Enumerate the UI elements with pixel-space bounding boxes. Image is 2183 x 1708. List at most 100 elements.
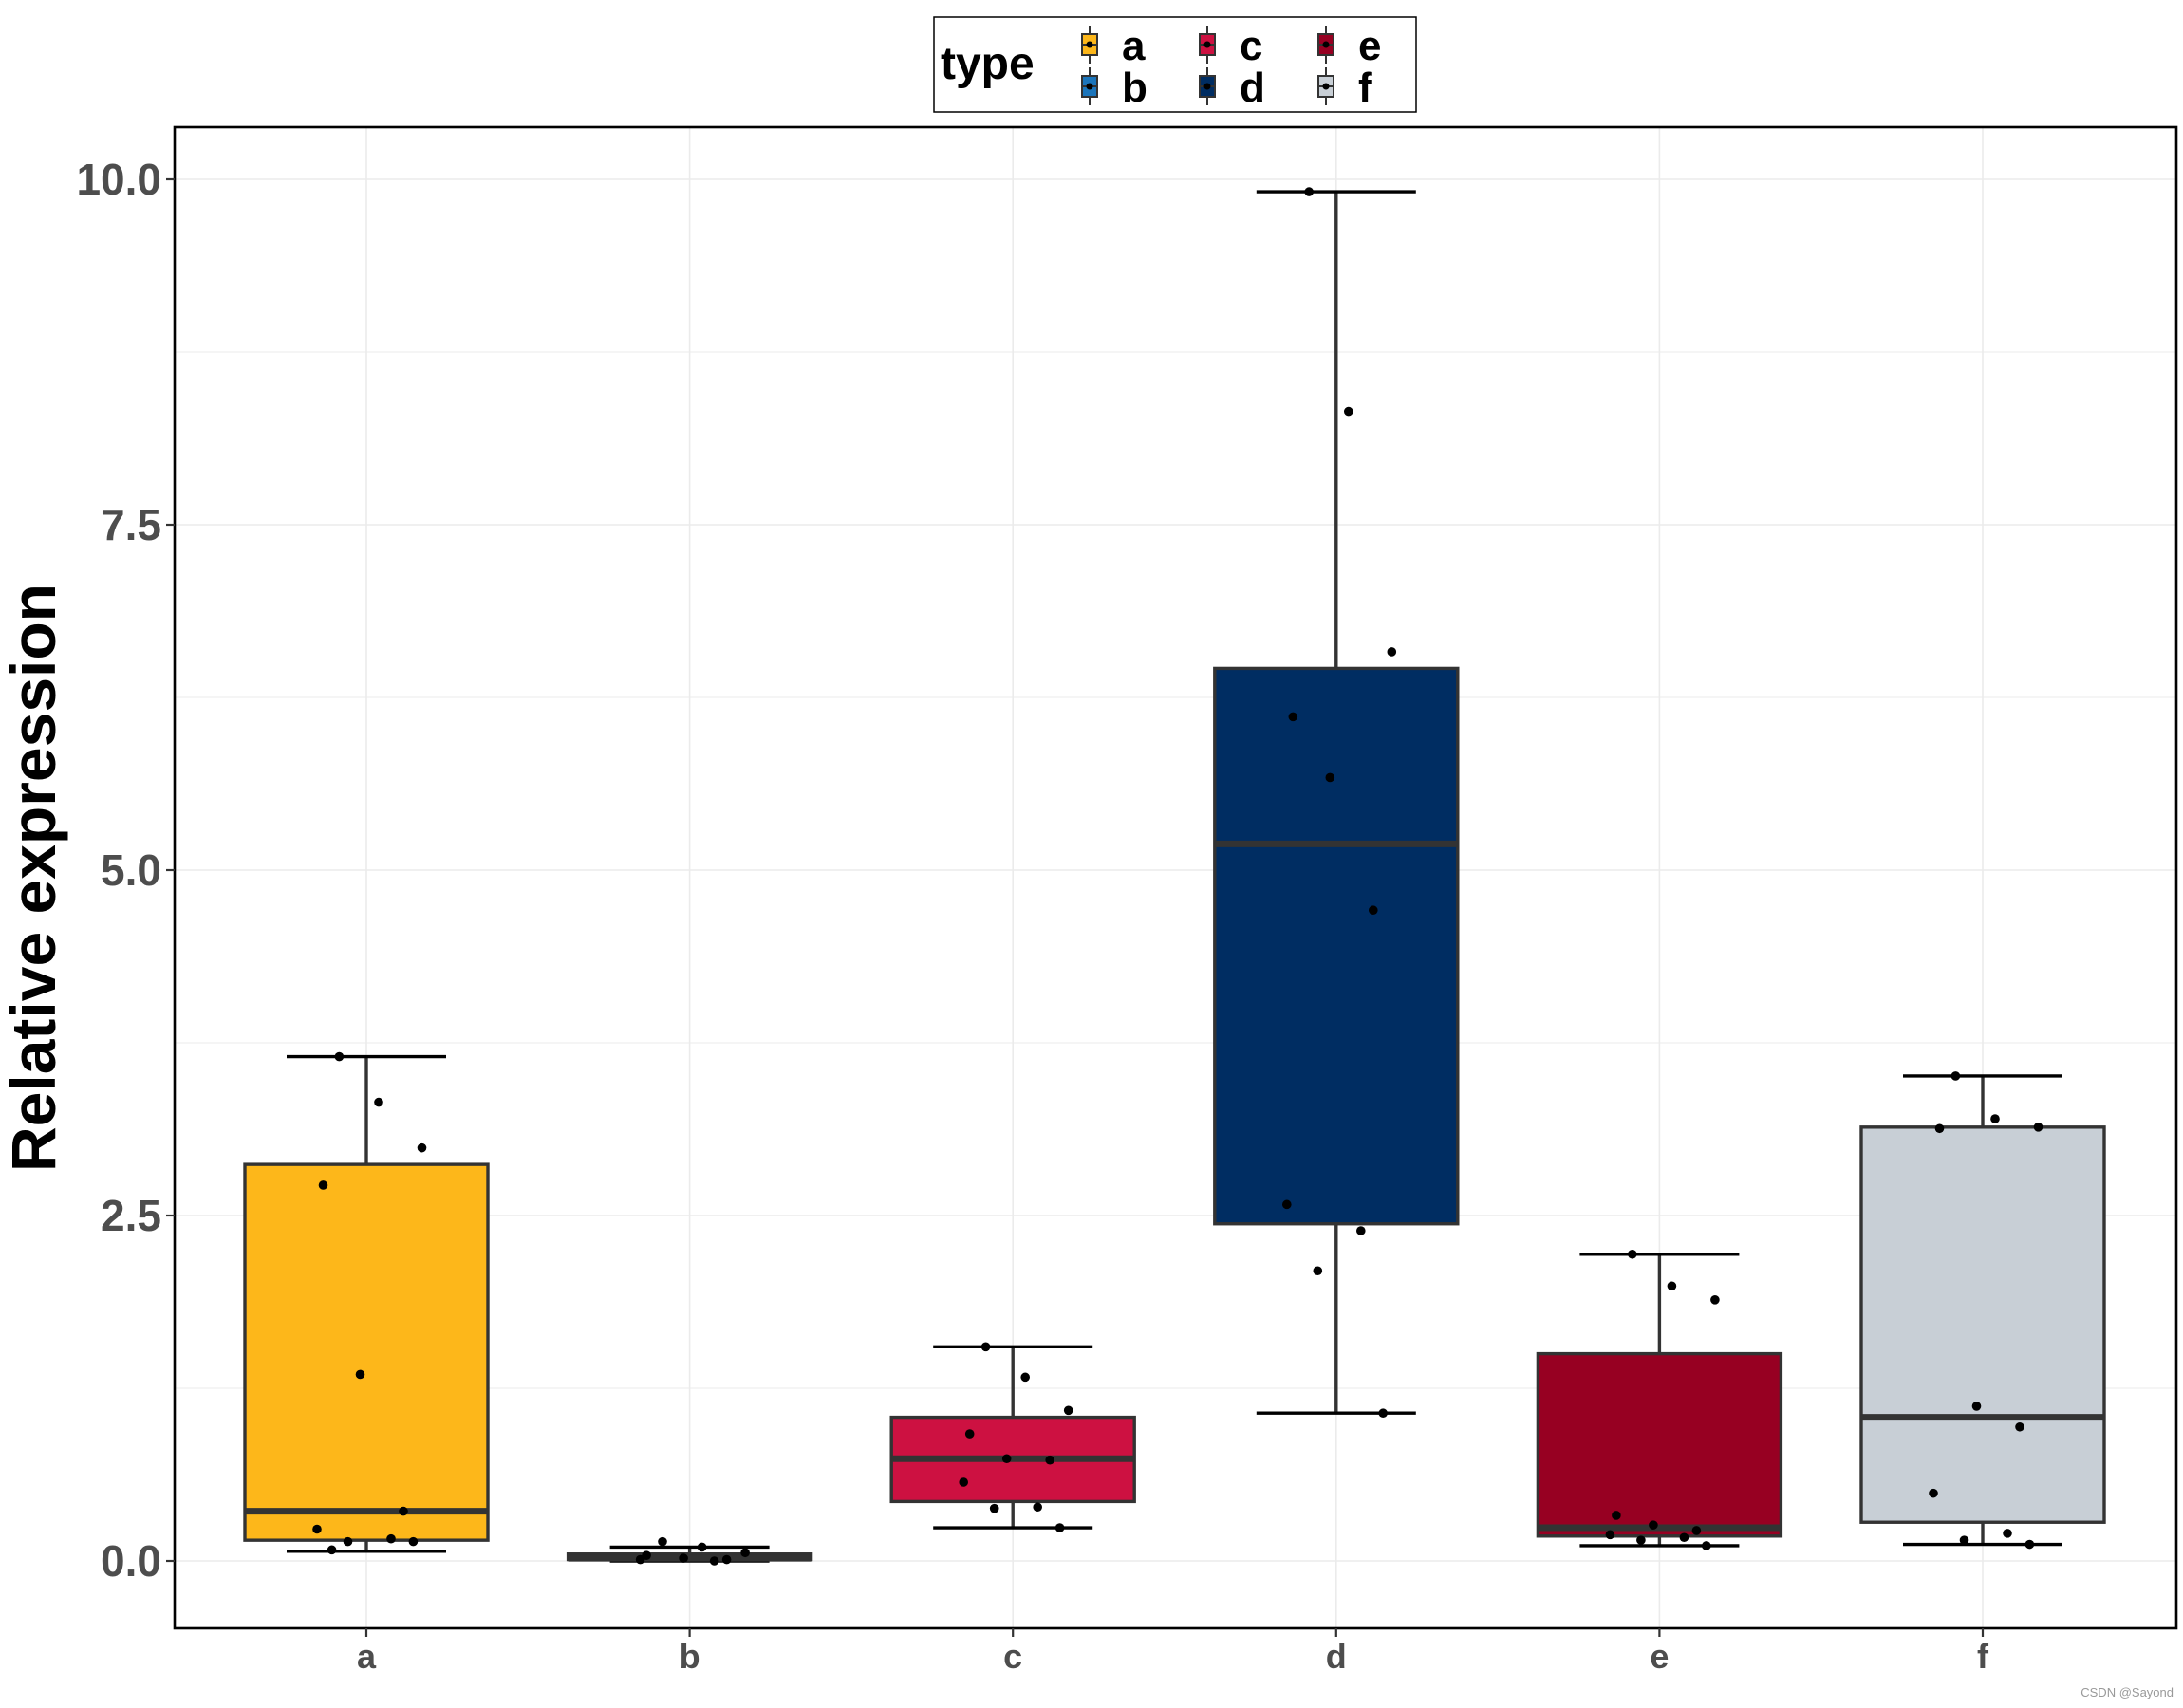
data-point <box>408 1536 419 1547</box>
data-point <box>1667 1281 1677 1291</box>
data-point <box>1282 1199 1292 1210</box>
legend-keys: ab cd ef <box>1081 23 1381 111</box>
data-point <box>343 1536 353 1547</box>
legend-label: d <box>1240 65 1265 111</box>
data-point <box>1325 772 1335 783</box>
data-point <box>1679 1532 1689 1543</box>
legend-label: a <box>1122 23 1146 69</box>
data-point <box>964 1429 975 1439</box>
data-point <box>1054 1523 1065 1532</box>
x-tick-label: b <box>680 1637 700 1676</box>
data-point <box>1959 1535 1969 1545</box>
box-body <box>243 1162 490 1542</box>
data-point <box>1356 1226 1366 1235</box>
data-point <box>1628 1249 1637 1259</box>
legend-label: c <box>1240 23 1262 69</box>
box-body <box>1859 1125 2106 1524</box>
box-e <box>1536 1253 1783 1548</box>
box-f <box>1859 1074 2106 1547</box>
data-point <box>1033 1502 1042 1513</box>
legend-label: e <box>1358 23 1381 69</box>
data-point <box>635 1554 645 1565</box>
plot-panel-border <box>173 125 2178 1630</box>
box-c <box>889 1345 1136 1530</box>
data-points <box>312 187 2043 1566</box>
box-b <box>566 1545 813 1563</box>
legend-key-point <box>1086 83 1093 90</box>
data-point <box>989 1503 999 1513</box>
data-point <box>1929 1488 1938 1498</box>
legend-key-b: b <box>1081 65 1147 111</box>
legend-key-a: a <box>1081 23 1146 69</box>
legend-key-point <box>1203 41 1211 48</box>
box-body <box>1536 1351 1783 1538</box>
data-point <box>1691 1526 1702 1535</box>
data-point <box>1344 406 1353 417</box>
data-point <box>1950 1071 1961 1081</box>
legend-label: b <box>1122 65 1147 111</box>
data-point <box>1990 1114 2000 1123</box>
data-point <box>386 1533 396 1544</box>
data-point <box>1304 187 1314 196</box>
data-point <box>1971 1402 1982 1411</box>
legend-key-point <box>1203 83 1211 90</box>
y-tick-label: 10.0 <box>76 155 161 204</box>
legend-key-point <box>1322 83 1330 90</box>
data-point <box>721 1554 732 1565</box>
data-point <box>1020 1372 1030 1383</box>
data-point <box>334 1051 345 1062</box>
legend-key-e: e <box>1317 23 1381 69</box>
data-point <box>1636 1535 1646 1545</box>
box-d <box>1213 190 1460 1415</box>
x-axis-ticks: a b c d e f <box>357 1628 1989 1676</box>
data-point <box>318 1180 328 1190</box>
data-point <box>1702 1541 1711 1550</box>
data-point <box>2033 1123 2043 1132</box>
data-point <box>355 1369 365 1380</box>
legend: type ab cd ef <box>933 16 1417 113</box>
legend-key-point <box>1086 41 1093 48</box>
data-point <box>1710 1295 1720 1305</box>
data-point <box>2024 1539 2035 1550</box>
data-point <box>1045 1455 1054 1465</box>
legend-box <box>933 16 1417 113</box>
box-body <box>1213 666 1460 1226</box>
data-point <box>740 1548 750 1558</box>
y-tick-label: 7.5 <box>101 500 161 549</box>
legend-title: type <box>941 39 1035 89</box>
data-point <box>2003 1529 2012 1538</box>
box-a <box>243 1054 490 1553</box>
watermark-text: CSDN @Sayond <box>2080 1685 2174 1699</box>
y-axis-title: Relative expression <box>0 584 68 1172</box>
x-tick-label: e <box>1650 1637 1669 1676</box>
x-tick-label: c <box>1003 1637 1022 1676</box>
legend-key-point <box>1322 41 1330 48</box>
data-point <box>697 1542 707 1552</box>
data-point <box>1387 647 1397 657</box>
x-tick-label: d <box>1326 1637 1347 1676</box>
data-point <box>1313 1266 1323 1276</box>
data-point <box>327 1545 337 1555</box>
boxes <box>243 190 2106 1563</box>
data-point <box>1378 1408 1388 1419</box>
y-axis-ticks: 0.0 2.5 5.0 7.5 10.0 <box>76 155 175 1586</box>
y-tick-label: 2.5 <box>101 1191 161 1240</box>
x-tick-label: f <box>1977 1637 1989 1676</box>
data-point <box>1649 1520 1658 1530</box>
data-point <box>658 1536 667 1547</box>
data-point <box>1934 1123 1945 1134</box>
data-point <box>374 1097 383 1107</box>
data-point <box>312 1524 322 1534</box>
legend-label: f <box>1358 65 1372 111</box>
data-point <box>1063 1405 1073 1416</box>
data-point <box>1612 1511 1621 1520</box>
data-point <box>417 1142 427 1153</box>
data-point <box>399 1506 408 1516</box>
legend-key-c: c <box>1199 23 1262 69</box>
legend-key-f: f <box>1317 65 1372 111</box>
data-point <box>980 1342 991 1352</box>
data-point <box>1605 1530 1615 1540</box>
y-tick-label: 0.0 <box>101 1536 161 1586</box>
data-point <box>1288 712 1298 722</box>
